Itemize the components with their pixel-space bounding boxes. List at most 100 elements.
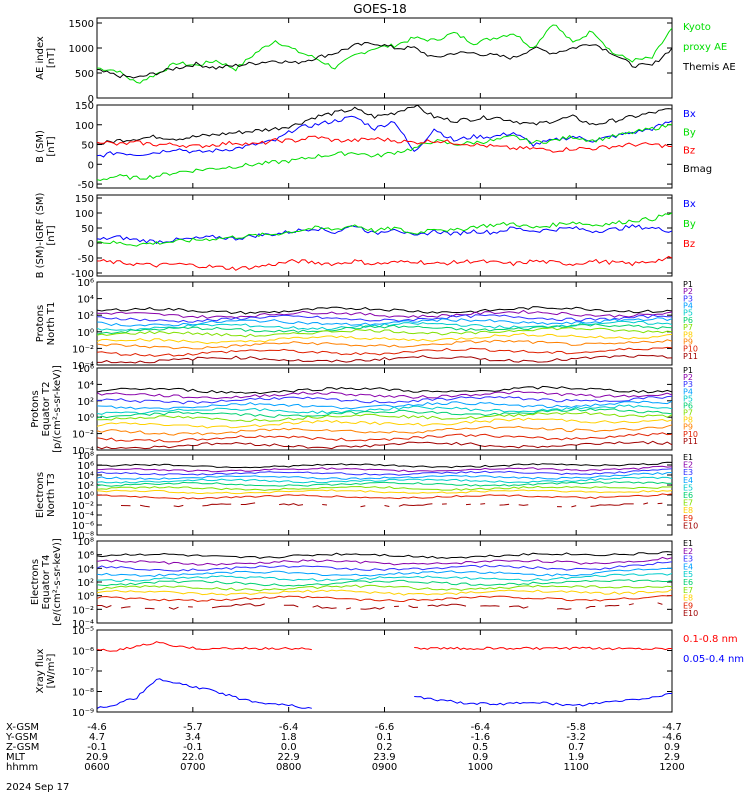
panel-frame <box>96 17 673 99</box>
x-tick-value: -6.6 <box>375 722 395 733</box>
series-line <box>97 493 672 500</box>
x-tick-value: 22.9 <box>278 752 300 763</box>
y-tick-label: 10⁻⁸ <box>72 531 94 542</box>
series-line <box>97 385 672 395</box>
x-tick-value: 0.7 <box>568 742 584 753</box>
panel-electrons_t4: 10⁻⁴ 10⁻² 10⁰ 10² 10⁴ 10⁶ 10⁸ Electrons Equator … <box>30 537 698 630</box>
series-line <box>97 404 672 415</box>
x-row-label: Z-GSM <box>6 742 39 753</box>
legend-item: P7 <box>683 409 693 418</box>
x-row-label: hhmm <box>6 762 38 773</box>
y-tick-label: 10⁻⁵ <box>72 626 94 637</box>
x-tick-value: 0800 <box>276 762 301 773</box>
legend-item: P4 <box>683 387 693 396</box>
y-axis-label: [p/(cm²-s-sr-keV)] <box>52 365 63 453</box>
legend-item: Bx <box>683 109 696 120</box>
legend-item: E4 <box>683 562 693 571</box>
x-tick-value: 23.9 <box>373 752 395 763</box>
series-line <box>97 588 672 596</box>
x-tick-value: -4.6 <box>87 722 107 733</box>
panel-bsm_igrf: -100 -50 0 50 100 150 B (SM)-IGRF (SM) [nT] Bx By… <box>35 193 696 280</box>
series-line <box>97 476 672 484</box>
series-line <box>97 424 672 436</box>
y-tick-label: 50 <box>81 224 94 235</box>
x-tick-value: -5.8 <box>566 722 586 733</box>
series-line <box>97 212 672 247</box>
legend-item: E9 <box>683 601 693 610</box>
series-line <box>97 489 672 495</box>
series-line <box>97 465 672 473</box>
series-line <box>97 641 672 652</box>
x-tick-value: -0.1 <box>183 742 203 753</box>
legend-item: E5 <box>683 483 693 492</box>
y-tick-label: 10⁶ <box>77 551 94 562</box>
x-tick-value: 0900 <box>372 762 397 773</box>
panel-xray: 10⁻⁹ 10⁻⁸ 10⁻⁷ 10⁻⁶ 10⁻⁵ Xray flux [W/m²] 0.1-0… <box>35 626 744 719</box>
panel-protons_t2: 10⁻⁴ 10⁻² 10⁰ 10² 10⁴ 10⁶ Protons Equator T2 [p/… <box>30 364 698 457</box>
x-tick-value: 1.9 <box>568 752 584 763</box>
y-tick-label: 50 <box>81 141 94 152</box>
y-tick-label: 10⁻⁴ <box>72 446 94 457</box>
y-tick-label: 0 <box>88 239 94 250</box>
y-axis-label: Equator T2 <box>41 382 52 437</box>
y-axis-label: Protons <box>35 305 46 342</box>
x-tick-value: 3.4 <box>185 732 201 743</box>
legend-item: P1 <box>683 366 693 375</box>
series-line <box>97 41 672 79</box>
series-line <box>97 485 672 491</box>
legend-item: E5 <box>683 570 693 579</box>
x-tick-value: 0700 <box>180 762 205 773</box>
y-tick-label: 10⁸ <box>77 451 94 462</box>
panel-frame <box>96 454 673 536</box>
legend-item: P5 <box>683 394 693 403</box>
x-tick-value: 0.2 <box>377 742 393 753</box>
series-line <box>97 594 672 603</box>
panel-frame <box>96 104 673 189</box>
legend-item: P6 <box>683 316 693 325</box>
legend-item: P11 <box>683 352 698 361</box>
x-tick-value: 1000 <box>468 762 493 773</box>
panel-frame <box>96 629 673 713</box>
series-line <box>97 323 672 335</box>
legend-item: Themis AE <box>682 62 736 73</box>
y-axis-label: [W/m²] <box>46 653 57 688</box>
y-axis-label: Electrons <box>30 559 41 605</box>
series-line <box>97 573 672 582</box>
legend-item: proxy AE <box>683 42 727 53</box>
legend-item: By <box>683 219 696 230</box>
y-tick-label: 10⁻² <box>72 605 94 616</box>
x-tick-value: 4.7 <box>89 732 105 743</box>
y-tick-label: -50 <box>78 180 94 191</box>
legend-item: E8 <box>683 594 693 603</box>
y-tick-label: 10⁰ <box>77 491 94 502</box>
x-tick-value: -6.4 <box>471 722 491 733</box>
legend-item: E10 <box>683 609 698 618</box>
legend-item: P9 <box>683 337 693 346</box>
y-tick-label: 150 <box>75 101 94 112</box>
series-line <box>97 603 672 610</box>
y-tick-label: 500 <box>75 69 94 80</box>
legend-item: E8 <box>683 506 693 515</box>
series-line <box>97 306 672 315</box>
y-tick-label: 10² <box>77 481 94 492</box>
x-tick-value: 0.9 <box>664 742 680 753</box>
y-tick-label: 10⁻⁶ <box>72 521 94 532</box>
legend-item: Bz <box>683 239 695 250</box>
legend-item: Kyoto <box>683 22 711 33</box>
y-tick-label: 10⁻² <box>72 501 94 512</box>
legend-item: P9 <box>683 423 693 432</box>
legend-item: 0.05-0.4 nm <box>683 654 744 665</box>
series-line <box>97 327 672 338</box>
series-line <box>97 468 672 476</box>
y-axis-label: North T1 <box>46 302 57 346</box>
y-axis-label: Electrons <box>35 472 46 518</box>
y-tick-label: 0 <box>88 160 94 171</box>
series-line <box>97 115 672 158</box>
y-tick-label: 150 <box>75 194 94 205</box>
y-tick-label: 1000 <box>69 44 94 55</box>
legend-item: E1 <box>683 539 693 548</box>
series-line <box>97 678 672 709</box>
panel-frame <box>96 367 673 451</box>
series-line <box>97 314 672 323</box>
x-tick-value: 0.0 <box>281 742 297 753</box>
